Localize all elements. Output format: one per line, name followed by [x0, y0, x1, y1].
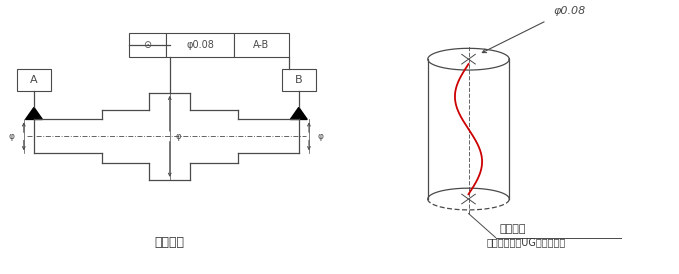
Text: φ: φ	[318, 132, 324, 141]
Bar	[234, 33, 289, 57]
Bar	[129, 33, 166, 57]
Text: 基准轴线: 基准轴线	[499, 224, 526, 234]
Text: φ0.08: φ0.08	[186, 40, 215, 50]
Text: A-B: A-B	[253, 40, 270, 50]
Text: A: A	[30, 75, 38, 85]
Polygon shape	[26, 107, 42, 119]
Text: φ: φ	[9, 132, 15, 141]
Text: ⊙: ⊙	[144, 40, 151, 50]
Polygon shape	[290, 107, 307, 119]
Bar	[282, 69, 316, 90]
Text: 表示方法: 表示方法	[155, 236, 185, 249]
Text: 公差带的含义UG编程大本营: 公差带的含义UG编程大本营	[487, 238, 566, 247]
Bar	[166, 33, 234, 57]
Text: φ: φ	[175, 132, 181, 141]
Text: B: B	[295, 75, 303, 85]
Bar	[17, 69, 51, 90]
Text: φ0.08: φ0.08	[553, 6, 585, 16]
